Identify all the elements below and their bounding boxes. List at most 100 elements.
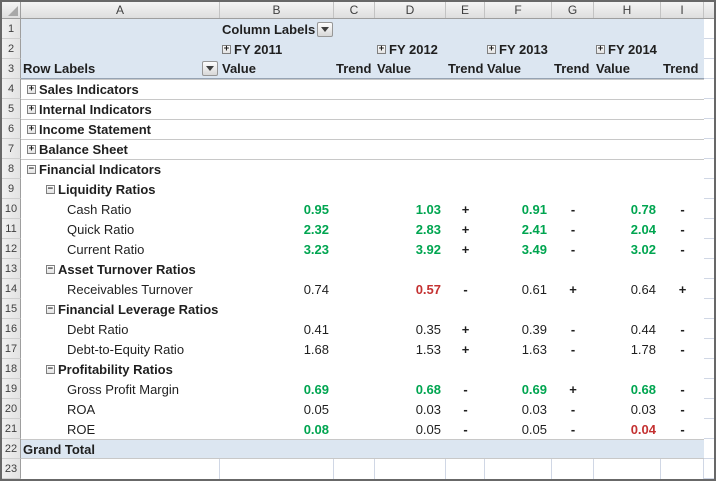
cell-G17[interactable]: - bbox=[570, 341, 576, 357]
cell-B17[interactable]: 1.68 bbox=[303, 341, 329, 357]
cell-C23[interactable] bbox=[334, 459, 375, 479]
cell-C17[interactable] bbox=[334, 339, 375, 359]
row-header-12[interactable]: 12 bbox=[2, 239, 21, 259]
cell-F21[interactable]: 0.05 bbox=[521, 421, 547, 437]
cell-D14[interactable]: 0.57 bbox=[415, 281, 441, 297]
cell-E23[interactable] bbox=[446, 459, 485, 479]
year-header-fy-2013[interactable]: + FY 2013 bbox=[485, 39, 552, 59]
select-all-corner[interactable] bbox=[2, 2, 21, 18]
row-header-14[interactable]: 14 bbox=[2, 279, 21, 299]
column-labels-cell[interactable]: Column Labels bbox=[220, 19, 334, 39]
cell-H12[interactable]: 3.02 bbox=[630, 241, 656, 257]
cell-D21[interactable]: 0.05 bbox=[415, 421, 441, 437]
cell-H11[interactable]: 2.04 bbox=[630, 221, 656, 237]
cell-B21[interactable]: 0.08 bbox=[303, 421, 329, 437]
cell-G16[interactable]: - bbox=[570, 321, 576, 337]
column-header-F[interactable]: F bbox=[485, 2, 552, 18]
empty-cells-region[interactable] bbox=[334, 19, 704, 39]
row-header-18[interactable]: 18 bbox=[2, 359, 21, 379]
year-header-fy-2011[interactable]: + FY 2011 bbox=[220, 39, 334, 59]
cell-G23[interactable] bbox=[552, 459, 594, 479]
cell-H23[interactable] bbox=[594, 459, 661, 479]
cell-E10[interactable]: + bbox=[461, 201, 470, 217]
toggle-button-income-statement[interactable]: + bbox=[27, 124, 36, 134]
cell-E11[interactable]: + bbox=[461, 221, 470, 237]
row-header-1[interactable]: 1 bbox=[2, 19, 21, 39]
toggle-button-financial-leverage-ratios[interactable]: − bbox=[46, 303, 55, 314]
trend-header-fy-2011[interactable]: Trend bbox=[336, 61, 372, 76]
empty-cells-region[interactable] bbox=[220, 160, 704, 179]
trend-header-fy-2012[interactable]: Trend bbox=[448, 61, 484, 76]
row-header-5[interactable]: 5 bbox=[2, 99, 21, 119]
cell-C12[interactable] bbox=[334, 239, 375, 259]
value-header-fy-2012[interactable]: Value bbox=[377, 61, 411, 76]
row-labels-filter-button[interactable] bbox=[202, 61, 218, 76]
column-header-E[interactable]: E bbox=[446, 2, 485, 18]
cell-B11[interactable]: 2.32 bbox=[303, 221, 329, 237]
cell-D11[interactable]: 2.83 bbox=[415, 221, 441, 237]
cell-I2[interactable] bbox=[661, 39, 704, 59]
trend-header-fy-2014[interactable]: Trend bbox=[663, 61, 699, 76]
cell-E20[interactable]: - bbox=[463, 401, 468, 417]
cell-C19[interactable] bbox=[334, 379, 375, 399]
cell-G20[interactable]: - bbox=[570, 401, 576, 417]
empty-cells-region[interactable] bbox=[220, 359, 704, 379]
cell-F19[interactable]: 0.69 bbox=[521, 381, 547, 397]
column-labels-filter-button[interactable] bbox=[317, 21, 333, 37]
cell-C11[interactable] bbox=[334, 219, 375, 239]
cell-I12[interactable]: - bbox=[680, 241, 685, 257]
empty-cells-region[interactable] bbox=[220, 179, 704, 199]
row-label-current-ratio[interactable]: Current Ratio bbox=[21, 239, 220, 259]
cell-G19[interactable]: + bbox=[569, 381, 577, 397]
cell-B20[interactable]: 0.05 bbox=[303, 401, 329, 417]
cell-D20[interactable]: 0.03 bbox=[415, 401, 441, 417]
row-header-19[interactable]: 19 bbox=[2, 379, 21, 399]
empty-cells-region[interactable] bbox=[220, 259, 704, 279]
row-label-receivables-turnover[interactable]: Receivables Turnover bbox=[21, 279, 220, 299]
cell-H19[interactable]: 0.68 bbox=[630, 381, 656, 397]
cell-I14[interactable]: + bbox=[678, 281, 687, 297]
cell-E12[interactable]: + bbox=[461, 241, 470, 257]
row-label-gross-profit-margin[interactable]: Gross Profit Margin bbox=[21, 379, 220, 399]
row-header-8[interactable]: 8 bbox=[2, 159, 21, 179]
cell-E19[interactable]: - bbox=[463, 381, 468, 397]
row-header-21[interactable]: 21 bbox=[2, 419, 21, 439]
row-header-2[interactable]: 2 bbox=[2, 39, 21, 59]
row-header-13[interactable]: 13 bbox=[2, 259, 21, 279]
empty-cells-region[interactable] bbox=[220, 299, 704, 319]
cell-B10[interactable]: 0.95 bbox=[303, 201, 329, 217]
cell-B19[interactable]: 0.69 bbox=[303, 381, 329, 397]
expand-button-fy-2014[interactable]: + bbox=[596, 43, 605, 54]
cell-I23[interactable] bbox=[661, 459, 704, 479]
row-header-15[interactable]: 15 bbox=[2, 299, 21, 319]
cell-A2[interactable] bbox=[21, 39, 220, 59]
row-header-7[interactable]: 7 bbox=[2, 139, 21, 159]
value-header-fy-2011[interactable]: Value bbox=[222, 61, 256, 76]
expand-button-fy-2012[interactable]: + bbox=[377, 43, 386, 54]
cell-C21[interactable] bbox=[334, 419, 375, 439]
cell-D23[interactable] bbox=[375, 459, 446, 479]
cell-I19[interactable]: - bbox=[680, 381, 685, 397]
row-label-profitability-ratios[interactable]: − Profitability Ratios bbox=[21, 359, 220, 379]
cell-C20[interactable] bbox=[334, 399, 375, 419]
row-header-17[interactable]: 17 bbox=[2, 339, 21, 359]
value-header-fy-2013[interactable]: Value bbox=[487, 61, 521, 76]
row-label-cash-ratio[interactable]: Cash Ratio bbox=[21, 199, 220, 219]
empty-cells-region[interactable] bbox=[220, 100, 704, 119]
toggle-button-internal-indicators[interactable]: + bbox=[27, 104, 36, 114]
cell-H10[interactable]: 0.78 bbox=[630, 201, 656, 217]
cell-B14[interactable]: 0.74 bbox=[303, 281, 329, 297]
row-label-roa[interactable]: ROA bbox=[21, 399, 220, 419]
cell-B16[interactable]: 0.41 bbox=[303, 321, 329, 337]
column-header-I[interactable]: I bbox=[661, 2, 704, 18]
cell-I17[interactable]: - bbox=[680, 341, 685, 357]
cell-E2[interactable] bbox=[446, 39, 485, 59]
row-label-quick-ratio[interactable]: Quick Ratio bbox=[21, 219, 220, 239]
row-label-financial-indicators[interactable]: − Financial Indicators bbox=[21, 160, 220, 179]
cell-F23[interactable] bbox=[485, 459, 552, 479]
expand-button-fy-2013[interactable]: + bbox=[487, 43, 496, 54]
cell-H17[interactable]: 1.78 bbox=[630, 341, 656, 357]
cell-C10[interactable] bbox=[334, 199, 375, 219]
cell-F16[interactable]: 0.39 bbox=[521, 321, 547, 337]
cell-G21[interactable]: - bbox=[570, 421, 576, 437]
